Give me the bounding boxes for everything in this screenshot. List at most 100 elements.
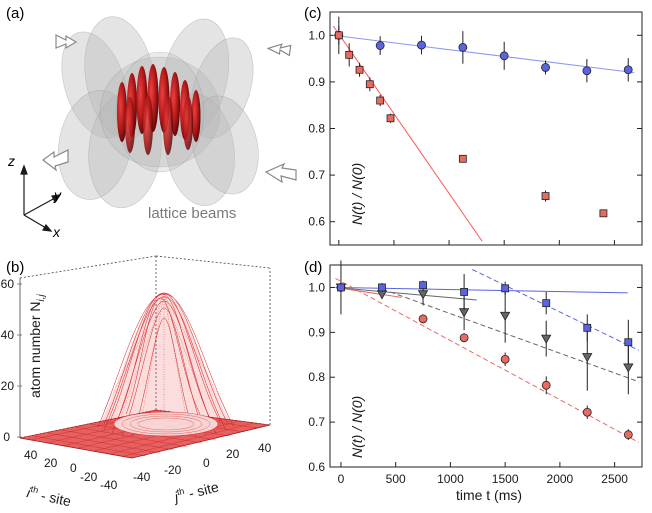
data-point bbox=[582, 407, 592, 417]
j-tick: 20 bbox=[226, 447, 240, 461]
data-point bbox=[624, 338, 633, 347]
data-point bbox=[365, 80, 374, 89]
panel-d-label: (d) bbox=[304, 259, 322, 276]
z-tick: 40 bbox=[1, 328, 15, 342]
y-tick-label: 0.7 bbox=[308, 415, 325, 429]
z-tick: 0 bbox=[3, 430, 10, 444]
j-tick: 0 bbox=[203, 456, 210, 470]
plot-frame bbox=[329, 264, 643, 468]
data-point bbox=[460, 288, 469, 296]
panel-c: (c) 0.6 0.7 0.8 0.9 1.0 N(t) / N(0) bbox=[304, 5, 643, 246]
i-axis-label: ith - site bbox=[25, 483, 73, 508]
svg-text:atom number Ni,j: atom number Ni,j bbox=[27, 294, 47, 398]
i-tick: -20 bbox=[80, 470, 98, 484]
z-axis-ticks: 0 20 40 60 bbox=[1, 277, 22, 444]
fit-line bbox=[335, 278, 639, 443]
panel-b: (b) bbox=[1, 255, 272, 509]
chart-c: 0.6 0.7 0.8 0.9 1.0 bbox=[308, 11, 643, 246]
z-label-sub: i,j bbox=[36, 294, 47, 302]
y-tick-label: 0.8 bbox=[308, 122, 325, 136]
d-ylabel: N(t) / N(0) bbox=[349, 396, 365, 458]
x-tick-label: 1500 bbox=[492, 472, 519, 486]
data-point bbox=[419, 281, 427, 290]
z-label-text: atom number N bbox=[27, 302, 43, 398]
panel-c-label: (c) bbox=[304, 5, 322, 22]
y-tick-label: 1.0 bbox=[308, 280, 325, 294]
panel-a: (a) bbox=[6, 5, 297, 240]
y-tick-label: 0.8 bbox=[308, 370, 325, 384]
x-tick-label: 2000 bbox=[547, 472, 574, 486]
data-point bbox=[499, 51, 509, 61]
lattice-beams-caption: lattice beams bbox=[148, 205, 236, 222]
y-tick-label: 0.9 bbox=[308, 325, 325, 339]
arrow-icon bbox=[55, 34, 78, 50]
data-point bbox=[417, 290, 429, 300]
data-point bbox=[378, 283, 386, 292]
data-point bbox=[417, 40, 426, 50]
c-ylabel: N(t) / N(0) bbox=[349, 163, 365, 225]
d-xlabel: time t (ms) bbox=[456, 487, 522, 503]
x-tick-label: 2500 bbox=[601, 472, 628, 486]
data-point bbox=[501, 284, 510, 293]
chart-d: 0.6 0.7 0.8 0.9 1.0 0 500 1000 1500 2000 2500 bbox=[308, 260, 643, 486]
data-point bbox=[542, 299, 551, 308]
data-point bbox=[376, 96, 385, 105]
axis-z-label: z bbox=[7, 153, 15, 169]
data-point bbox=[459, 333, 469, 343]
i-tick: 40 bbox=[24, 448, 38, 462]
data-point bbox=[583, 323, 592, 332]
data-point bbox=[345, 50, 354, 59]
data-point bbox=[541, 63, 550, 72]
data-point bbox=[458, 43, 468, 52]
data-point bbox=[623, 363, 634, 373]
data-point bbox=[623, 430, 633, 440]
j-tick: -40 bbox=[133, 470, 151, 484]
i-tick: 20 bbox=[44, 456, 58, 470]
data-point bbox=[582, 66, 592, 76]
data-point bbox=[418, 314, 428, 324]
y-tick-label: 0.7 bbox=[308, 168, 325, 182]
j-tick: -20 bbox=[164, 463, 182, 477]
arrow-icon bbox=[264, 162, 297, 184]
lattice-sites bbox=[117, 64, 201, 155]
axis-y-label: y bbox=[53, 187, 62, 203]
x-tick-label: 0 bbox=[338, 472, 345, 486]
z-axis-label: atom number Ni,j bbox=[27, 294, 47, 398]
data-point bbox=[500, 354, 510, 364]
data-point bbox=[499, 311, 511, 322]
beam-arrows bbox=[41, 34, 297, 184]
data-point bbox=[623, 65, 633, 75]
y-tick-label: 0.6 bbox=[308, 460, 325, 474]
panel-b-label: (b) bbox=[6, 259, 24, 276]
fit-line bbox=[335, 286, 477, 301]
x-tick-label: 500 bbox=[386, 472, 406, 486]
z-tick: 60 bbox=[1, 277, 15, 291]
coordinate-axes bbox=[20, 164, 62, 232]
j-axis-ticks: -40 -20 0 20 40 bbox=[133, 441, 272, 484]
fit-line bbox=[335, 286, 402, 298]
i-axis-ticks: 40 20 0 -20 -40 bbox=[24, 448, 118, 492]
data-point bbox=[541, 334, 552, 344]
data-point bbox=[355, 65, 364, 74]
x-tick-label: 1000 bbox=[437, 472, 464, 486]
gaussian-peak-fill bbox=[100, 293, 232, 437]
j-axis-label: jth - site bbox=[171, 478, 221, 506]
i-tick: 0 bbox=[70, 461, 77, 475]
data-point bbox=[541, 380, 551, 390]
beam-lobe bbox=[191, 95, 259, 195]
data-point bbox=[334, 31, 343, 40]
data-point bbox=[541, 192, 550, 200]
arrow-icon bbox=[41, 149, 69, 172]
data-point bbox=[386, 114, 395, 123]
y-tick-label: 0.9 bbox=[308, 75, 325, 89]
data-point bbox=[599, 209, 608, 218]
beam-lobe bbox=[61, 31, 129, 139]
data-point bbox=[337, 283, 345, 292]
i-tick: -40 bbox=[100, 478, 118, 492]
y-tick-label: 0.6 bbox=[308, 215, 325, 229]
data-point bbox=[582, 353, 593, 363]
data-point bbox=[458, 154, 467, 163]
fit-line bbox=[333, 34, 635, 74]
j-tick: 40 bbox=[258, 441, 272, 455]
